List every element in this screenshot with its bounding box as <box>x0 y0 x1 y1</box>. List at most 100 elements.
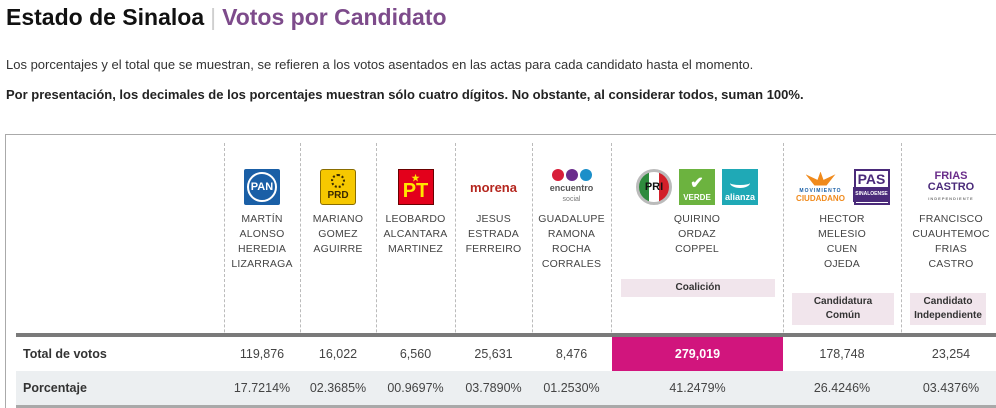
name-line: HEREDIA <box>237 243 287 255</box>
name-line: FRIAS <box>935 243 967 255</box>
name-line: GUADALUPE <box>538 213 605 225</box>
name-line: FERREIRO <box>465 243 522 255</box>
percent-cell: 00.9697% <box>387 381 444 395</box>
alianza-logo-text: alianza <box>724 192 755 202</box>
name-line: CUEN <box>826 243 858 255</box>
candidate-header-candidatura-comun: MOVIMIENTO CIUDADANO PAS SINALOENSE HECT… <box>783 135 901 272</box>
votes-table: PAN MARTÍN ALONSO HEREDIA LIZARRAGA PRD … <box>5 134 996 408</box>
votes-cell: 16,022 <box>318 347 358 361</box>
column-divider <box>783 143 784 408</box>
percent-row: Porcentaje 17.7214% 02.3685% 00.9697% 03… <box>16 371 996 405</box>
sun-icon <box>331 173 345 188</box>
swoosh-icon <box>730 178 750 188</box>
verde-logo-text: VERDE <box>683 193 711 202</box>
section-title: Votos por Candidato <box>222 4 447 30</box>
name-line: MARTÍN <box>241 213 283 225</box>
eagle-icon <box>805 171 836 186</box>
percent-label: Porcentaje <box>23 381 87 395</box>
tag-line: Común <box>825 310 861 321</box>
votes-cell: 8,476 <box>555 347 588 361</box>
independiente-logo-text: INDEPENDIENTE <box>928 195 974 201</box>
morena-logo-icon: morena <box>470 179 517 195</box>
state-title: Estado de Sinaloa <box>6 4 205 30</box>
candidate-name: GUADALUPE RAMONA ROCHA CORRALES <box>532 212 611 272</box>
table-bottom-border <box>16 405 996 408</box>
column-divider <box>376 143 377 408</box>
pes-logo-subtext: social <box>562 196 581 203</box>
name-line: AGUIRRE <box>313 243 363 255</box>
votes-cell: 25,631 <box>474 347 513 361</box>
toucan-icon: ✔ <box>690 175 704 192</box>
name-line: FRANCISCO <box>919 213 983 225</box>
candidate-header-prd: PRD MARIANO GOMEZ AGUIRRE <box>300 135 376 257</box>
name-line: OJEDA <box>823 258 860 270</box>
candidatura-comun-tag: Candidatura Común <box>792 293 894 325</box>
candidate-name: QUIRINO ORDAZ COPPEL <box>611 212 783 257</box>
name-line: GOMEZ <box>318 228 358 240</box>
column-divider <box>901 143 902 408</box>
candidate-name: HECTOR MELESIO CUEN OJEDA <box>783 212 901 272</box>
independiente-tag: Candidato Independiente <box>910 293 986 325</box>
candidate-name: LEOBARDO ALCANTARA MARTINEZ <box>376 212 455 257</box>
candidate-name: MARTÍN ALONSO HEREDIA LIZARRAGA <box>224 212 300 272</box>
name-line: ALCANTARA <box>383 228 448 240</box>
name-line: MELESIO <box>817 228 867 240</box>
verde-logo-icon: ✔ VERDE <box>679 169 715 205</box>
name-line: QUIRINO <box>673 213 721 225</box>
pas-logo-text: PAS <box>857 171 886 187</box>
encuentro-social-logo-icon: encuentro social <box>547 169 597 205</box>
percent-cell: 01.2530% <box>543 381 600 395</box>
candidate-name: FRANCISCO CUAUHTEMOC FRIAS CASTRO <box>901 212 996 272</box>
column-divider <box>611 143 612 408</box>
name-line: ROCHA <box>552 243 591 255</box>
name-line: RAMONA <box>547 228 596 240</box>
movimiento-ciudadano-logo-icon: MOVIMIENTO CIUDADANO <box>795 169 847 205</box>
mc-logo-text: MOVIMIENTO <box>799 187 842 194</box>
pt-logo-icon: ★ PT <box>397 169 434 205</box>
header-separator <box>16 333 996 337</box>
alianza-logo-icon: alianza <box>722 169 758 205</box>
name-line: JESUS <box>476 213 511 225</box>
winner-votes-cell: 279,019 <box>612 337 783 371</box>
name-line: ORDAZ <box>678 228 716 240</box>
pes-logo-text: encuentro <box>549 183 594 193</box>
name-line: CASTRO <box>928 258 974 270</box>
votes-cell: 178,748 <box>819 347 865 361</box>
percent-cell: 03.4376% <box>922 381 980 395</box>
name-line: ESTRADA <box>468 228 519 240</box>
column-divider <box>455 143 456 408</box>
totals-label: Total de votos <box>23 347 107 361</box>
decimals-note: Por presentación, los decimales de los p… <box>6 87 804 102</box>
votes-cell: 6,560 <box>399 347 432 361</box>
candidate-header-independiente: FRIAS CASTRO INDEPENDIENTE FRANCISCO CUA… <box>901 135 996 272</box>
name-line: ALONSO <box>239 228 285 240</box>
percent-cell: 26.4246% <box>813 381 871 395</box>
name-line: MARIANO <box>312 213 364 225</box>
frias-castro-logo-icon: FRIAS CASTRO INDEPENDIENTE <box>927 170 975 204</box>
pan-logo-text: PAN <box>247 172 277 202</box>
tag-line: Candidato <box>923 296 973 307</box>
percent-cell: 02.3685% <box>309 381 367 395</box>
name-line: COPPEL <box>675 243 719 255</box>
tag-line: Candidatura <box>813 296 873 307</box>
pan-logo-icon: PAN <box>244 169 280 205</box>
column-divider <box>224 143 225 408</box>
castro-logo-text: CASTRO <box>927 180 975 193</box>
coalition-tag: Coalición <box>621 279 775 297</box>
name-line: CORRALES <box>541 258 602 270</box>
totals-row: Total de votos 119,876 16,022 6,560 25,6… <box>16 337 996 371</box>
candidate-name: MARIANO GOMEZ AGUIRRE <box>300 212 376 257</box>
name-line: MARTINEZ <box>387 243 444 255</box>
mc-logo-subtext: CIUDADANO <box>796 193 845 203</box>
info-note: Los porcentajes y el total que se muestr… <box>6 57 754 72</box>
candidate-header-pan: PAN MARTÍN ALONSO HEREDIA LIZARRAGA <box>224 135 300 272</box>
title-separator: | <box>210 4 217 30</box>
tag-line: Independiente <box>914 310 982 321</box>
column-divider <box>532 143 533 408</box>
pt-logo-text: PT <box>402 180 429 202</box>
pas-logo-subtext: SINALOENSE <box>853 187 890 202</box>
percent-cell: 03.7890% <box>465 381 522 395</box>
candidate-header-coalicion: PRI ✔ VERDE alianza QUIRINO ORDAZ COPPEL <box>611 135 783 257</box>
candidate-header-encuentro-social: encuentro social GUADALUPE RAMONA ROCHA … <box>532 135 611 272</box>
candidate-header-pt: ★ PT LEOBARDO ALCANTARA MARTINEZ <box>376 135 455 257</box>
